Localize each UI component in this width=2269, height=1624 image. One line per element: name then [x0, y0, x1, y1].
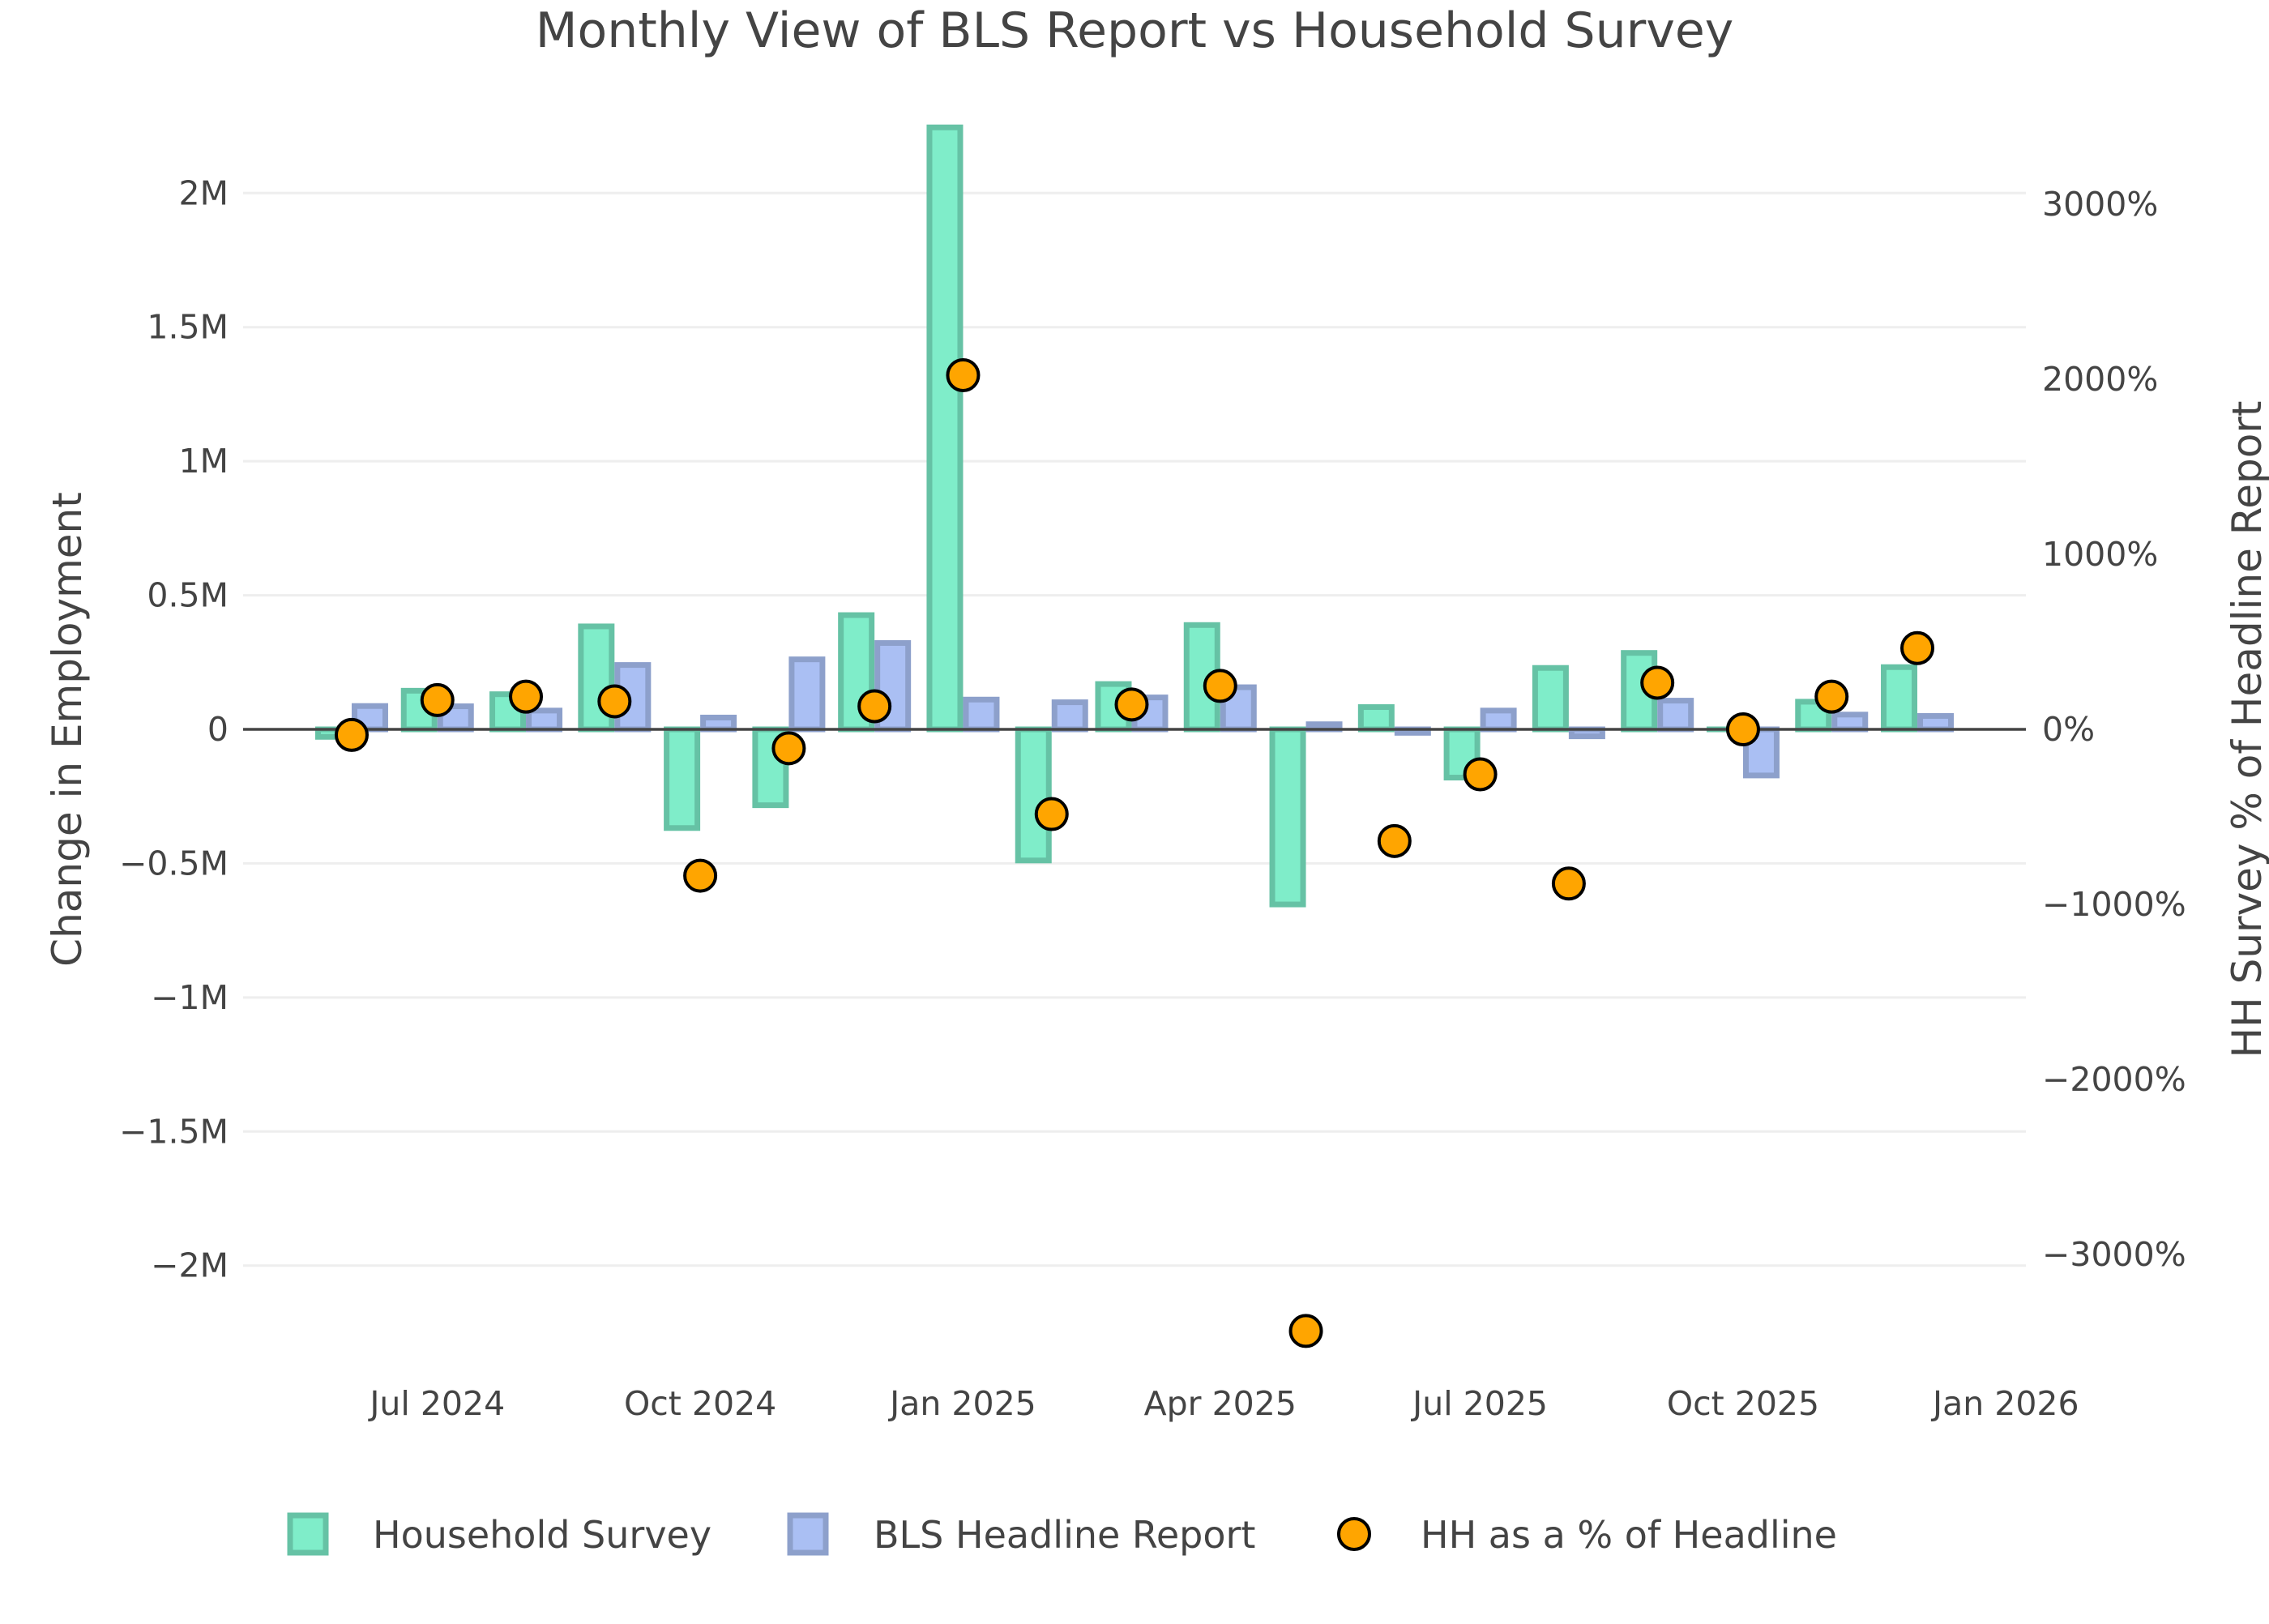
- bar-bls-headline: [792, 660, 823, 729]
- x-tick-label: Jan 2025: [887, 1384, 1036, 1423]
- point-hh-percent: [1902, 633, 1933, 664]
- x-tick-label: Jan 2026: [1930, 1384, 2079, 1423]
- y-axis-ticks: 2M 1.5M 1M 0.5M 0 −0.5M −1M −1.5M −2M: [119, 173, 229, 1284]
- point-hh-percent: [1642, 668, 1673, 699]
- y-tick-label: −0.5M: [119, 844, 229, 883]
- bar-bls-headline: [529, 711, 560, 729]
- point-hh-percent: [336, 720, 367, 750]
- bar-bls-headline: [1835, 715, 1865, 729]
- bar-bls-headline: [966, 699, 997, 729]
- bar-bls-headline: [1660, 701, 1691, 729]
- y2-tick-label: 2000%: [2042, 360, 2158, 399]
- x-tick-label: Oct 2025: [1667, 1384, 1819, 1423]
- y2-axis-title: HH Survey % of Headline Report: [2224, 400, 2269, 1058]
- chart-title: Monthly View of BLS Report vs Household …: [536, 2, 1734, 59]
- point-hh-percent: [947, 360, 978, 391]
- bars: [318, 127, 1951, 904]
- legend-item-bls-headline[interactable]: BLS Headline Report: [790, 1513, 1255, 1557]
- bar-household-survey: [1018, 729, 1049, 861]
- bar-household-survey: [1884, 667, 1915, 729]
- legend-swatch-bls-headline: [790, 1515, 826, 1553]
- point-hh-percent: [1728, 714, 1758, 745]
- x-axis-ticks: Jul 2024 Oct 2024 Jan 2025 Apr 2025 Jul 2025…: [367, 1384, 2079, 1423]
- point-hh-percent: [1816, 682, 1847, 712]
- bar-household-survey: [929, 127, 960, 729]
- point-hh-percent: [511, 682, 541, 712]
- bar-household-survey: [667, 729, 698, 828]
- point-hh-percent: [599, 686, 630, 716]
- legend-item-household-survey[interactable]: Household Survey: [290, 1513, 711, 1557]
- point-hh-percent: [1036, 799, 1067, 830]
- legend: Household Survey BLS Headline Report HH …: [290, 1513, 1837, 1557]
- y2-tick-label: 3000%: [2042, 185, 2158, 224]
- bar-bls-headline: [1921, 716, 1951, 729]
- y-axis-title: Change in Employment: [44, 492, 91, 967]
- bar-bls-headline: [1054, 703, 1085, 729]
- x-tick-label: Jul 2024: [367, 1384, 505, 1423]
- point-hh-percent: [1116, 689, 1147, 720]
- legend-label-bls-headline: BLS Headline Report: [874, 1513, 1255, 1557]
- bar-household-survey: [1535, 668, 1566, 729]
- x-tick-label: Jul 2025: [1410, 1384, 1548, 1423]
- y-tick-label: −1M: [151, 978, 229, 1017]
- bar-household-survey: [1361, 707, 1391, 729]
- x-tick-label: Oct 2024: [624, 1384, 776, 1423]
- y2-tick-label: 1000%: [2042, 535, 2158, 574]
- point-hh-percent: [422, 685, 453, 716]
- legend-item-hh-percent[interactable]: HH as a % of Headline: [1339, 1513, 1837, 1557]
- y2-tick-label: −2000%: [2042, 1060, 2186, 1099]
- y-tick-label: 1.5M: [147, 308, 229, 347]
- y2-tick-label: −1000%: [2042, 885, 2186, 924]
- y-tick-label: −2M: [151, 1246, 229, 1285]
- point-hh-percent: [685, 861, 716, 891]
- y2-tick-label: −3000%: [2042, 1235, 2186, 1274]
- scatter-points: [336, 360, 1933, 1346]
- point-hh-percent: [1553, 868, 1584, 899]
- bar-bls-headline: [1483, 711, 1514, 729]
- y2-axis-ticks: 3000% 2000% 1000% 0% −1000% −2000% −3000%: [2042, 185, 2186, 1274]
- x-tick-label: Apr 2025: [1144, 1384, 1297, 1423]
- point-hh-percent: [1379, 826, 1410, 857]
- y-tick-label: −1.5M: [119, 1112, 229, 1151]
- point-hh-percent: [773, 733, 804, 763]
- y-tick-label: 0.5M: [147, 576, 229, 615]
- y-tick-label: 2M: [179, 173, 229, 212]
- point-hh-percent: [1291, 1315, 1322, 1346]
- point-hh-percent: [1205, 670, 1236, 701]
- legend-label-household-survey: Household Survey: [373, 1513, 711, 1557]
- y-tick-label: 1M: [179, 442, 229, 481]
- y2-tick-label: 0%: [2042, 710, 2095, 749]
- bar-bls-headline: [703, 717, 734, 729]
- legend-swatch-household-survey: [290, 1515, 326, 1553]
- point-hh-percent: [1465, 759, 1496, 790]
- point-hh-percent: [859, 690, 890, 721]
- bar-household-survey: [1272, 729, 1303, 904]
- legend-marker-hh-percent: [1339, 1519, 1370, 1549]
- y-tick-label: 0: [207, 710, 229, 749]
- legend-label-hh-percent: HH as a % of Headline: [1421, 1513, 1837, 1557]
